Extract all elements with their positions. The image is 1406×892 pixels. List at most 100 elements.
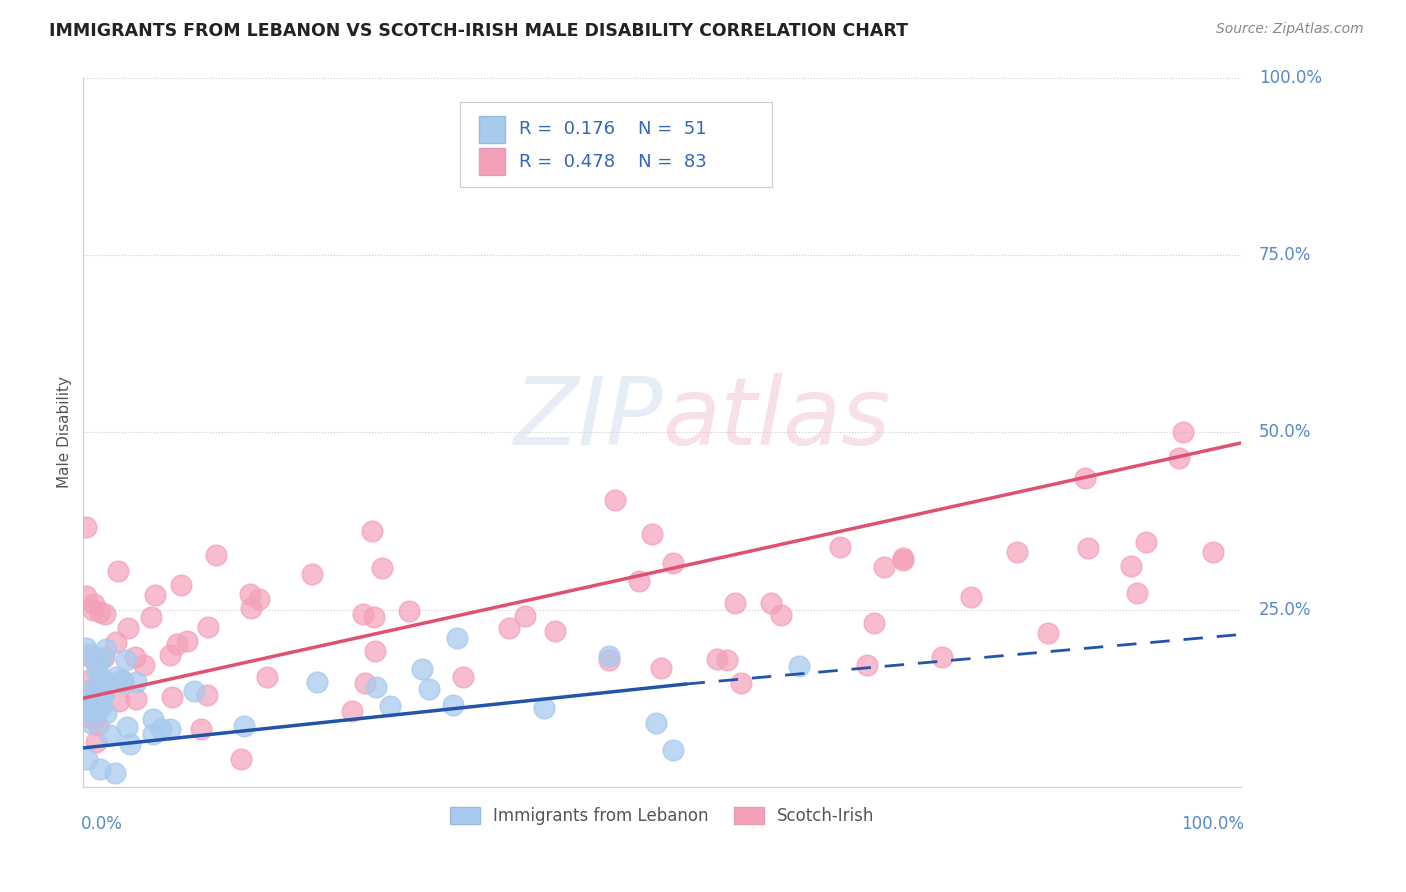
Point — [86, 703, 108, 717]
Point — [340, 704, 363, 718]
Point — [873, 560, 896, 574]
Point — [1168, 451, 1191, 466]
Point — [364, 644, 387, 658]
Point — [125, 674, 148, 689]
Point — [247, 592, 270, 607]
Point — [603, 492, 626, 507]
Point — [117, 621, 139, 635]
Text: 50.0%: 50.0% — [1258, 423, 1312, 442]
Point — [107, 564, 129, 578]
FancyBboxPatch shape — [479, 116, 505, 143]
Point — [441, 698, 464, 713]
Point — [90, 651, 112, 665]
Point — [115, 721, 138, 735]
Point — [87, 677, 110, 691]
Point — [110, 673, 132, 688]
Point — [82, 702, 104, 716]
Point — [76, 752, 98, 766]
Point — [828, 541, 851, 555]
Point — [75, 641, 97, 656]
Point — [371, 561, 394, 575]
Text: IMMIGRANTS FROM LEBANON VS SCOTCH-IRISH MALE DISABILITY CORRELATION CHART: IMMIGRANTS FROM LEBANON VS SCOTCH-IRISH … — [49, 22, 908, 40]
Legend: Immigrants from Lebanon, Scotch-Irish: Immigrants from Lebanon, Scotch-Irish — [443, 800, 882, 832]
Point — [931, 650, 953, 665]
Point — [205, 548, 228, 562]
Text: R =  0.478    N =  83: R = 0.478 N = 83 — [519, 153, 706, 171]
Point — [86, 657, 108, 672]
Point — [143, 588, 166, 602]
Point — [533, 701, 555, 715]
Point — [114, 653, 136, 667]
Point — [451, 670, 474, 684]
Point — [89, 605, 111, 619]
Point — [411, 662, 433, 676]
Point — [159, 648, 181, 663]
Point — [855, 657, 877, 672]
Text: 0.0%: 0.0% — [82, 815, 122, 833]
Point — [183, 684, 205, 698]
Point — [363, 609, 385, 624]
Point — [1202, 545, 1225, 559]
Point — [730, 676, 752, 690]
Point — [87, 717, 110, 731]
Point — [1121, 558, 1143, 573]
Point — [787, 658, 810, 673]
FancyBboxPatch shape — [460, 103, 772, 187]
Point — [124, 691, 146, 706]
Point — [662, 557, 685, 571]
Point — [645, 715, 668, 730]
Point — [190, 722, 212, 736]
Point — [124, 650, 146, 665]
Point — [233, 719, 256, 733]
Point — [418, 682, 440, 697]
Point — [1077, 541, 1099, 556]
Point — [94, 607, 117, 622]
Point — [104, 635, 127, 649]
Y-axis label: Male Disability: Male Disability — [58, 376, 72, 488]
Point — [83, 597, 105, 611]
Point — [716, 653, 738, 667]
Point — [91, 676, 114, 690]
Point — [231, 751, 253, 765]
Text: 100.0%: 100.0% — [1258, 69, 1322, 87]
Point — [132, 657, 155, 672]
Point — [160, 690, 183, 705]
Point — [641, 527, 664, 541]
Point — [1135, 535, 1157, 549]
Point — [112, 675, 135, 690]
Point — [353, 676, 375, 690]
Point — [79, 683, 101, 698]
Point — [75, 691, 97, 706]
Point — [79, 648, 101, 662]
Point — [960, 590, 983, 604]
Point — [73, 694, 96, 708]
Point — [361, 524, 384, 538]
Point — [89, 762, 111, 776]
Point — [240, 601, 263, 615]
Point — [352, 607, 374, 621]
Point — [94, 642, 117, 657]
Point — [75, 698, 97, 712]
Point — [891, 550, 914, 565]
Point — [239, 587, 262, 601]
Point — [1036, 626, 1059, 640]
Point — [1173, 425, 1195, 440]
Point — [628, 574, 651, 588]
Point — [1007, 544, 1029, 558]
Point — [891, 553, 914, 567]
Point — [98, 728, 121, 742]
Point — [93, 688, 115, 702]
Point — [166, 636, 188, 650]
Point — [446, 631, 468, 645]
Point — [662, 742, 685, 756]
Point — [75, 589, 97, 603]
Point — [307, 674, 329, 689]
Point — [301, 566, 323, 581]
Point — [706, 652, 728, 666]
Point — [86, 665, 108, 679]
Point — [398, 604, 420, 618]
Text: 75.0%: 75.0% — [1258, 246, 1312, 264]
Point — [94, 674, 117, 689]
Point — [96, 706, 118, 721]
Point — [80, 651, 103, 665]
